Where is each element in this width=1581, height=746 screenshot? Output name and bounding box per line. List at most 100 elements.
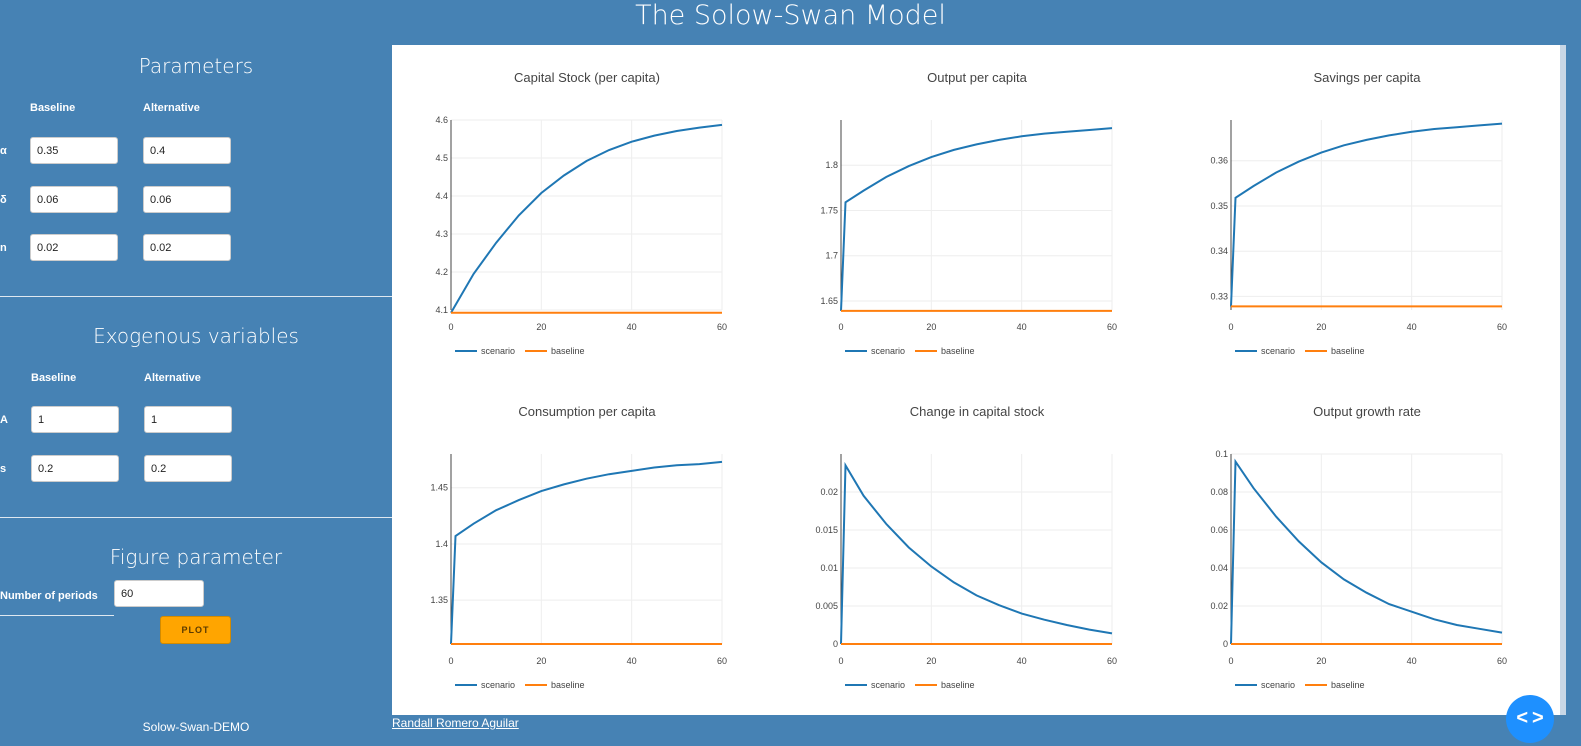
chart-4: Consumption per capita 0 20 40 60 1.35 1.4 1.45… [430, 404, 727, 690]
alpha-baseline-input[interactable] [30, 137, 118, 164]
y-tick-label: 4.5 [435, 153, 448, 163]
periods-input[interactable] [114, 580, 204, 607]
y-tick-label: 1.75 [820, 205, 838, 215]
n-alternative-input[interactable] [143, 234, 231, 261]
legend-label-baseline: baseline [1331, 346, 1365, 356]
x-tick-label: 0 [1228, 656, 1233, 666]
y-tick-label: 0.33 [1210, 291, 1228, 301]
x-tick-label: 0 [1228, 322, 1233, 332]
y-tick-label: 0 [833, 639, 838, 649]
exogenous-baseline-header: Baseline [31, 372, 77, 384]
x-tick-label: 40 [627, 656, 637, 666]
legend-label-scenario: scenario [871, 346, 905, 356]
chart-title: Capital Stock (per capita) [514, 70, 660, 85]
y-tick-label: 0.02 [1210, 601, 1228, 611]
legend-label-scenario: scenario [1261, 346, 1295, 356]
charts-panel: Capital Stock (per capita) 0 20 40 60 4.1 4.2 4… [392, 45, 1560, 715]
x-tick-label: 20 [1316, 322, 1326, 332]
y-tick-label: 1.4 [435, 539, 448, 549]
x-tick-label: 20 [926, 322, 936, 332]
series-line-scenario [450, 123, 723, 314]
legend-label-scenario: scenario [871, 680, 905, 690]
y-tick-label: 4.1 [435, 305, 448, 315]
x-tick-label: 20 [536, 656, 546, 666]
series-line-scenario [450, 460, 723, 645]
x-tick-label: 60 [1107, 656, 1117, 666]
delta-baseline-input[interactable] [30, 186, 118, 213]
A-label: A [0, 414, 8, 426]
plot-button[interactable]: PLOT [160, 616, 231, 644]
y-tick-label: 0.015 [815, 525, 838, 535]
parameters-alternative-header: Alternative [143, 102, 200, 114]
x-tick-label: 20 [926, 656, 936, 666]
periods-underline [0, 615, 114, 616]
A-baseline-input[interactable] [31, 406, 119, 433]
x-tick-label: 0 [838, 656, 843, 666]
charts-svg: Capital Stock (per capita) 0 20 40 60 4.1 4.2 4… [430, 70, 1507, 690]
legend-label-baseline: baseline [551, 680, 585, 690]
y-tick-label: 1.35 [430, 595, 448, 605]
chart-title: Savings per capita [1314, 70, 1422, 85]
chart-5: Change in capital stock 0 20 40 60 0 0.005 0.01… [815, 404, 1117, 690]
legend-label-scenario: scenario [481, 680, 515, 690]
y-tick-label: 0.01 [820, 563, 838, 573]
series-line-scenario [1230, 122, 1503, 307]
s-label: s [0, 463, 7, 475]
y-tick-label: 0.08 [1210, 487, 1228, 497]
y-tick-label: 0 [1223, 639, 1228, 649]
divider [0, 517, 392, 518]
chart-title: Output per capita [927, 70, 1027, 85]
x-tick-label: 60 [1497, 656, 1507, 666]
alpha-alternative-input[interactable] [143, 137, 231, 164]
y-tick-label: 4.3 [435, 229, 448, 239]
s-alternative-input[interactable] [144, 455, 232, 482]
exogenous-alternative-header: Alternative [144, 372, 201, 384]
series-line-scenario [840, 461, 1113, 645]
y-tick-label: 0.1 [1215, 449, 1228, 459]
y-tick-label: 4.4 [435, 191, 448, 201]
series-line-scenario [1230, 458, 1503, 645]
legend-label-baseline: baseline [941, 680, 975, 690]
x-tick-label: 40 [627, 322, 637, 332]
x-tick-label: 60 [1107, 322, 1117, 332]
chart-1: Capital Stock (per capita) 0 20 40 60 4.1 4.2 4… [435, 70, 727, 356]
exogenous-title: Exogenous variables [93, 324, 299, 348]
x-tick-label: 40 [1017, 656, 1027, 666]
x-tick-label: 40 [1407, 656, 1417, 666]
periods-label: Number of periods [0, 590, 98, 602]
series-line-scenario [840, 127, 1113, 311]
code-toggle-icon[interactable]: < > [1506, 695, 1554, 743]
x-tick-label: 0 [838, 322, 843, 332]
y-tick-label: 1.8 [825, 160, 838, 170]
alpha-label: α [0, 145, 7, 157]
chart-3: Savings per capita 0 20 40 60 0.33 0.34 0.35 0.3… [1210, 70, 1507, 356]
A-alternative-input[interactable] [144, 406, 232, 433]
legend-label-baseline: baseline [1331, 680, 1365, 690]
legend-label-baseline: baseline [941, 346, 975, 356]
y-tick-label: 0.35 [1210, 201, 1228, 211]
x-tick-label: 60 [717, 656, 727, 666]
page-title: The Solow-Swan Model [635, 0, 946, 31]
y-tick-label: 1.45 [430, 483, 448, 493]
x-tick-label: 20 [1316, 656, 1326, 666]
footer-demo-label: Solow-Swan-DEMO [142, 720, 250, 734]
parameters-title: Parameters [138, 54, 254, 78]
y-tick-label: 4.2 [435, 267, 448, 277]
x-tick-label: 20 [536, 322, 546, 332]
n-baseline-input[interactable] [30, 234, 118, 261]
figure-title: Figure parameter [109, 545, 283, 569]
y-tick-label: 0.04 [1210, 563, 1228, 573]
y-tick-label: 1.65 [820, 296, 838, 306]
y-tick-label: 0.005 [815, 601, 838, 611]
x-tick-label: 0 [448, 656, 453, 666]
scrollbar[interactable] [1560, 45, 1566, 715]
delta-alternative-input[interactable] [143, 186, 231, 213]
legend-label-scenario: scenario [1261, 680, 1295, 690]
sidebar: Parameters Baseline Alternative α δ n Ex… [0, 45, 392, 746]
chart-2: Output per capita 0 20 40 60 1.65 1.7 1.75 1.8 sc… [820, 70, 1117, 356]
y-tick-label: 0.36 [1210, 156, 1228, 166]
y-tick-label: 4.6 [435, 115, 448, 125]
divider [0, 296, 392, 297]
author-link[interactable]: Randall Romero Aguilar [392, 716, 519, 730]
s-baseline-input[interactable] [31, 455, 119, 482]
